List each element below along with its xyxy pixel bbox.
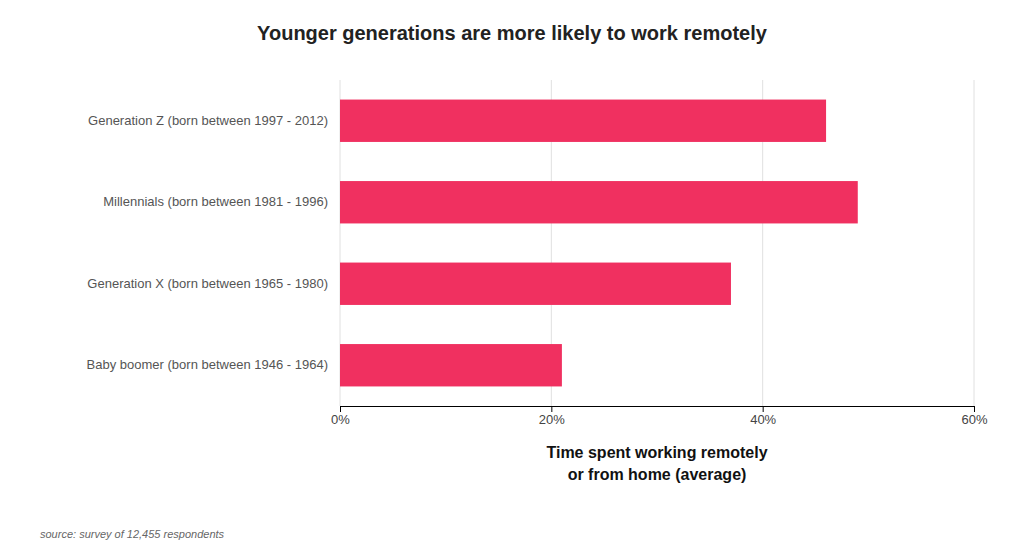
x-tick: 40% [750,406,776,427]
y-tick-label: Generation Z (born between 1997 - 2012) [88,113,328,128]
title: Younger generations are more likely to w… [257,22,768,44]
y-tick: Baby boomer (born between 1946 - 1964) [87,357,328,372]
x-tick-label: 40% [750,412,776,427]
y-tick-label: Baby boomer (born between 1946 - 1964) [87,357,328,372]
y-tick: Generation Z (born between 1997 - 2012) [88,113,328,128]
x-axis-title-line: or from home (average) [568,466,747,483]
y-tick: Millennials (born between 1981 - 1996) [103,194,328,209]
y-tick-label: Millennials (born between 1981 - 1996) [103,194,328,209]
bar [340,263,731,305]
bar [340,344,562,386]
x-tick-mark [974,406,975,412]
x-tick-mark [763,406,764,412]
bars [340,100,858,387]
x-tick-mark [340,406,341,412]
annotation: source: survey of 12,455 respondents [40,528,225,540]
grid-line [974,80,975,406]
x-tick: 20% [539,406,565,427]
x-tick-label: 0% [331,412,350,427]
y-tick-label: Generation X (born between 1965 - 1980) [87,276,328,291]
x-tick-label: 60% [961,412,987,427]
plot: 0% 20% 40% 60% Generation Z (born between 19… [87,80,988,427]
x-tick: 0% [331,406,350,427]
grid [340,80,974,406]
x-axis-line [341,407,975,413]
bar [340,181,858,223]
chart: Younger generations are more likely to w… [0,0,1024,556]
x-tick-label: 20% [539,412,565,427]
x-tick: 60% [961,406,987,427]
x-axis: 0% 20% 40% 60% [331,406,988,427]
y-axis: Generation Z (born between 1997 - 2012) M… [87,113,328,373]
bar [340,100,826,142]
x-axis-title-line: Time spent working remotely [546,444,767,461]
x-tick-mark [551,406,552,412]
x-axis-title: Time spent working remotely or from home … [546,444,767,483]
y-tick: Generation X (born between 1965 - 1980) [87,276,328,291]
